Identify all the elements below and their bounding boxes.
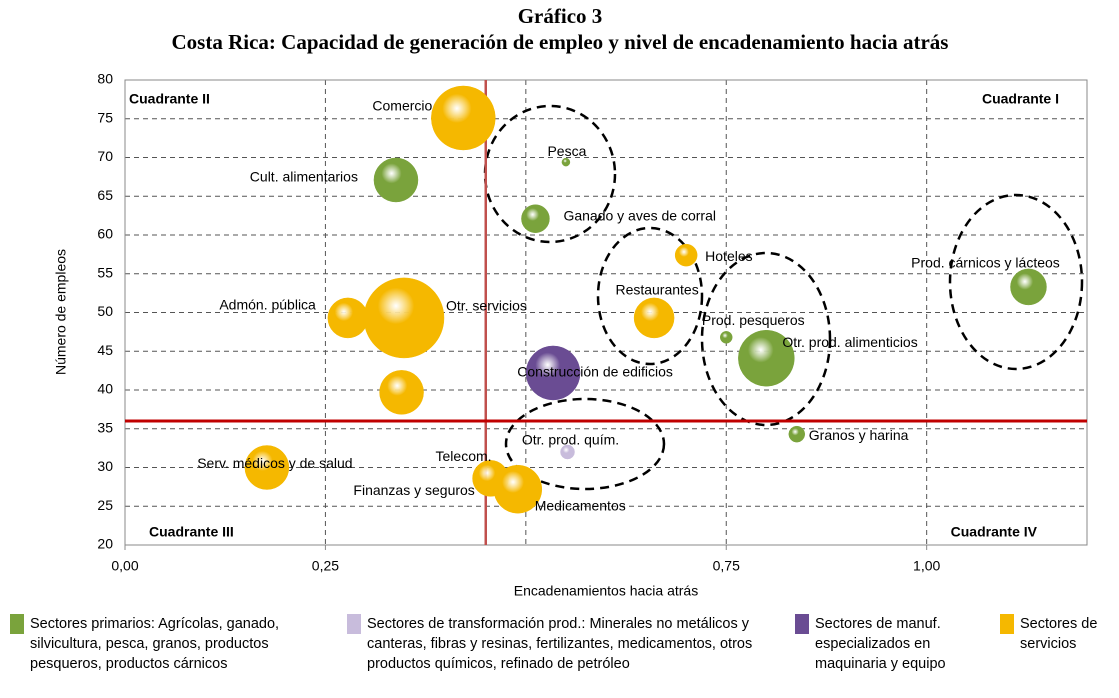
bubble bbox=[363, 277, 445, 359]
bubble-label: Otr. prod. alimenticios bbox=[782, 334, 917, 350]
legend-swatch bbox=[347, 614, 361, 634]
bubble bbox=[738, 329, 795, 387]
x-axis-label: Encadenamientos hacia atrás bbox=[514, 583, 698, 599]
legend-item: Sectores de servicios bbox=[1000, 614, 1119, 654]
bubble bbox=[633, 297, 675, 339]
bubble-label: Prod. cárnicos y lácteos bbox=[911, 255, 1060, 271]
bubble-label: Cult. alimentarios bbox=[250, 169, 358, 185]
plot-border bbox=[124, 79, 1088, 546]
bubble-label: Comercio bbox=[372, 98, 432, 114]
ellipse bbox=[700, 251, 832, 427]
y-tick-label: 20 bbox=[97, 536, 113, 552]
ellipse bbox=[504, 397, 666, 491]
y-tick-label: 55 bbox=[97, 264, 113, 280]
legend-text: Sectores de servicios bbox=[1020, 616, 1098, 652]
y-tick-label: 65 bbox=[97, 187, 113, 203]
bubble bbox=[493, 464, 543, 514]
bubble bbox=[674, 243, 698, 267]
y-tick-label: 25 bbox=[97, 497, 113, 513]
bubble bbox=[521, 204, 550, 233]
bubble bbox=[788, 425, 806, 443]
bubble bbox=[560, 444, 575, 460]
chart: Gráfico 3 Costa Rica: Capacidad de gener… bbox=[53, 4, 1088, 599]
legend-swatch bbox=[795, 614, 809, 634]
bubble-label: Granos y harina bbox=[809, 427, 909, 443]
bubble bbox=[327, 297, 369, 339]
bubble-label: Pesca bbox=[547, 143, 586, 159]
legend-swatch bbox=[1000, 614, 1014, 634]
bubble bbox=[379, 370, 424, 415]
legend-item: Sectores de transformación prod.: Minera… bbox=[347, 614, 777, 674]
bubble bbox=[431, 85, 496, 151]
legend-swatch bbox=[10, 614, 24, 634]
y-tick-label: 40 bbox=[97, 381, 113, 397]
ellipse bbox=[948, 193, 1084, 371]
cluster-ellipses bbox=[483, 104, 1084, 491]
legend-item: Sectores primarios: Agrícolas, ganado, s… bbox=[10, 614, 340, 674]
bubble bbox=[525, 345, 581, 401]
legend-text: Sectores de manuf. especializados en maq… bbox=[815, 616, 946, 672]
legend-text: Sectores de transformación prod.: Minera… bbox=[367, 616, 753, 672]
ellipse bbox=[596, 226, 704, 366]
bubble-label: Construcción de edificios bbox=[517, 364, 673, 380]
bubble bbox=[1010, 268, 1047, 306]
x-tick-label: 0,25 bbox=[312, 558, 339, 574]
quadrant-label: Cuadrante III bbox=[149, 524, 234, 540]
bubble-label: Medicamentos bbox=[535, 497, 626, 513]
y-tick-label: 45 bbox=[97, 342, 113, 358]
ellipse bbox=[483, 104, 617, 244]
bubble-label: Ganado y aves de corral bbox=[563, 207, 716, 223]
bubble bbox=[244, 445, 290, 490]
y-tick-label: 60 bbox=[97, 226, 113, 242]
quadrant-label: Cuadrante I bbox=[982, 91, 1059, 107]
quadrant-label: Cuadrante II bbox=[129, 91, 210, 107]
bubble-label: Admón. pública bbox=[219, 297, 316, 313]
x-tick-label: 1,00 bbox=[913, 558, 940, 574]
y-tick-label: 80 bbox=[97, 71, 113, 87]
bubble-label: Otr. servicios bbox=[446, 298, 527, 314]
x-tick-label: 0,75 bbox=[713, 558, 740, 574]
y-axis-label: Número de empleos bbox=[53, 249, 69, 375]
bubble-label: Telecom. bbox=[436, 448, 492, 464]
bubble-label: Finanzas y seguros bbox=[353, 482, 474, 498]
legend-item: Sectores de manuf. especializados en maq… bbox=[795, 614, 985, 674]
x-tick-label: 0,00 bbox=[111, 558, 138, 574]
bubble-label: Otr. prod. quím. bbox=[522, 432, 619, 448]
quadrant-label: Cuadrante IV bbox=[951, 524, 1038, 540]
bubble-label: Restaurantes bbox=[615, 282, 698, 298]
y-tick-label: 50 bbox=[97, 303, 113, 319]
bubble bbox=[561, 157, 571, 167]
bubble bbox=[720, 331, 733, 344]
y-tick-label: 70 bbox=[97, 148, 113, 164]
bubble-label: Hoteles bbox=[705, 248, 752, 264]
y-tick-label: 35 bbox=[97, 419, 113, 435]
y-tick-label: 75 bbox=[97, 109, 113, 125]
bubble-label: Serv. médicos y de salud bbox=[197, 455, 352, 471]
bubble-label: Prod. pesqueros bbox=[702, 312, 805, 328]
y-tick-label: 30 bbox=[97, 458, 113, 474]
bubble bbox=[373, 157, 419, 203]
chart-subtitle: Costa Rica: Capacidad de generación de e… bbox=[172, 30, 949, 54]
chart-title: Gráfico 3 bbox=[518, 4, 603, 28]
legend-text: Sectores primarios: Agrícolas, ganado, s… bbox=[30, 616, 280, 672]
